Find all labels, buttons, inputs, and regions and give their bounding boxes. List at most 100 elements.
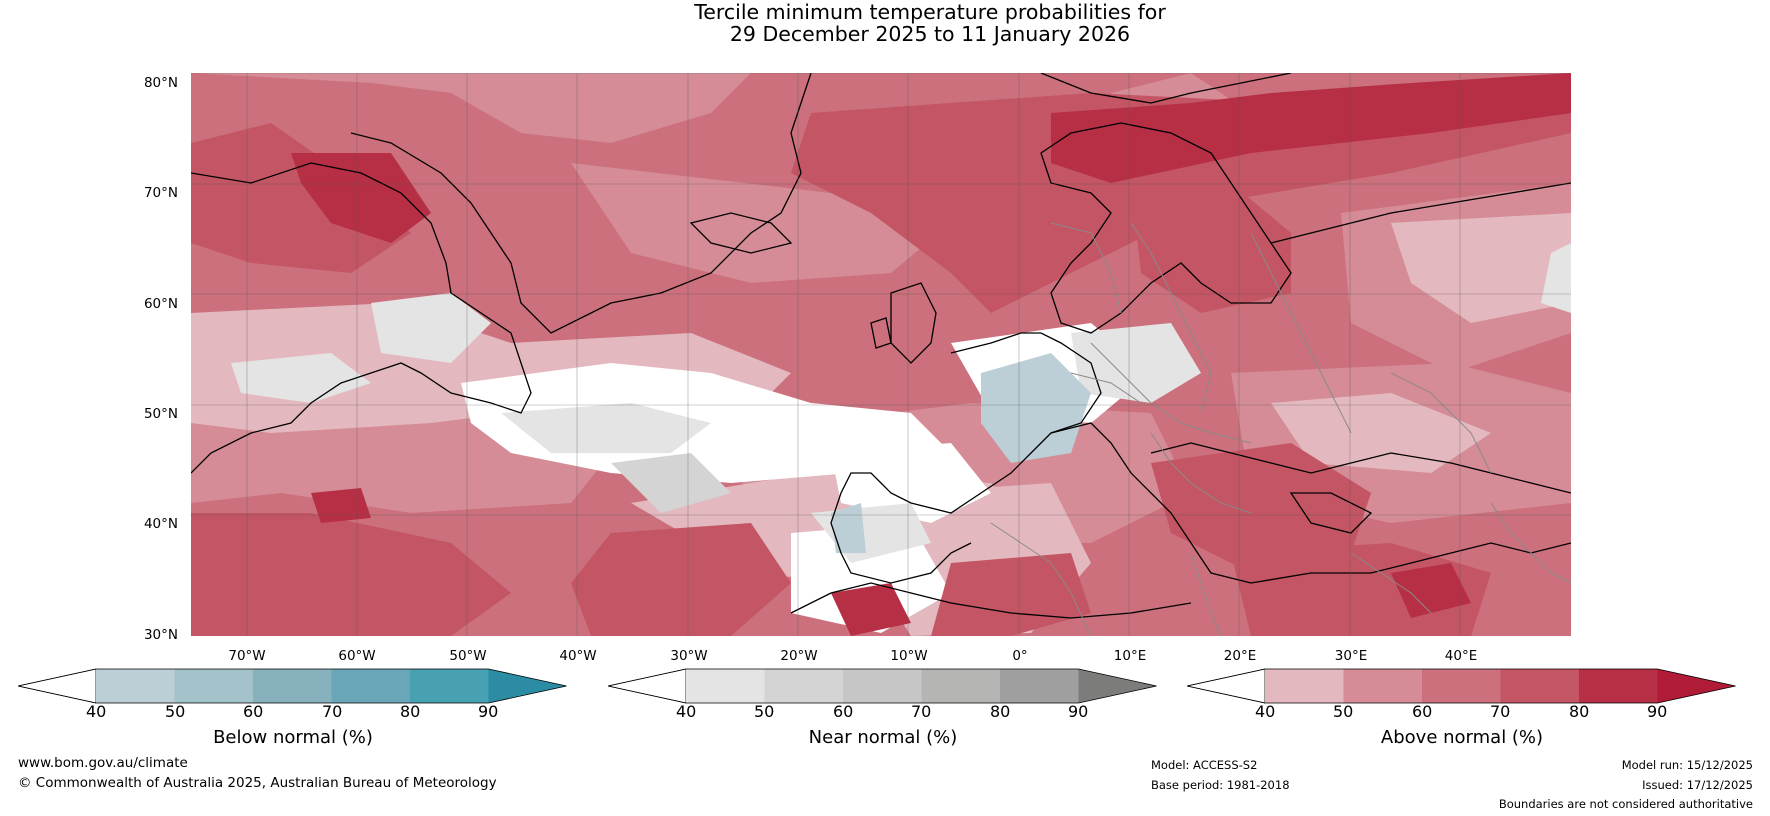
above-normal-80-90-zone xyxy=(831,583,911,636)
lon-label-60w: 60°W xyxy=(338,648,376,664)
lat-label-70n: 70°N xyxy=(143,185,178,201)
near-tick-40: 40 xyxy=(676,702,697,721)
lat-label-30n: 30°N xyxy=(143,627,178,643)
above-normal-80-90-zone xyxy=(311,488,371,523)
colorbar-segment xyxy=(253,669,332,703)
colorbar-upper-extend-arrow xyxy=(488,669,567,703)
above-normal-40-50-zone xyxy=(1391,213,1571,323)
above-tick-90: 90 xyxy=(1647,702,1668,721)
below-tick-40: 40 xyxy=(86,702,107,721)
below-normal-40-50-zone xyxy=(981,353,1091,463)
above-normal-50-60-zone xyxy=(191,73,751,143)
copyright-notice: © Commonwealth of Australia 2025, Austra… xyxy=(18,775,497,791)
above-normal-70-80-zone xyxy=(931,553,1091,636)
lat-label-50n: 50°N xyxy=(143,406,178,422)
lon-label-20w: 20°W xyxy=(780,648,818,664)
coastlines xyxy=(191,73,1571,619)
colorbar-segment xyxy=(331,669,410,703)
graticule xyxy=(191,73,1571,636)
colorbar-segment xyxy=(1343,669,1422,703)
colorbar-upper-extend-arrow xyxy=(1078,669,1157,703)
above-normal-70-80-zone xyxy=(191,123,411,273)
colorbar-segment xyxy=(96,669,175,703)
below-tick-70: 70 xyxy=(322,702,343,721)
lon-label-0: 0° xyxy=(1012,648,1028,664)
country-borders xyxy=(990,222,1571,636)
below-tick-50: 50 xyxy=(165,702,186,721)
colorbar-segment xyxy=(921,669,1000,703)
bom-website-link[interactable]: www.bom.gov.au/climate xyxy=(18,755,188,771)
colorbar-upper-extend-arrow xyxy=(1657,669,1736,703)
lat-label-80n: 80°N xyxy=(143,75,178,91)
colorbar-segment xyxy=(1422,669,1501,703)
colorbar-segment xyxy=(1579,669,1658,703)
near-normal-40-50-zone xyxy=(1071,323,1201,403)
colorbar-segment xyxy=(843,669,922,703)
colorbar-segment xyxy=(1500,669,1579,703)
above-normal-50-60-zone xyxy=(571,163,951,283)
base-period: Base period: 1981-2018 xyxy=(1151,778,1290,792)
model-name: Model: ACCESS-S2 xyxy=(1151,758,1258,772)
above-normal-80-90-zone xyxy=(291,153,431,243)
colorbar-outline xyxy=(608,668,1157,704)
lon-label-40w: 40°W xyxy=(559,648,597,664)
colorbar-segment xyxy=(410,669,489,703)
colorbar-segment xyxy=(686,669,765,703)
above-tick-50: 50 xyxy=(1333,702,1354,721)
above-tick-60: 60 xyxy=(1412,702,1433,721)
lon-label-70w: 70°W xyxy=(228,648,266,664)
colorbar-segment xyxy=(764,669,843,703)
near-tick-80: 80 xyxy=(990,702,1011,721)
near-normal-50-60-zone xyxy=(611,453,731,513)
above-tick-40: 40 xyxy=(1255,702,1276,721)
model-run-date: Model run: 15/12/2025 xyxy=(1621,758,1753,772)
colorbar-lower-extend-arrow xyxy=(18,668,97,704)
above-normal-80-90-zone xyxy=(1391,563,1471,618)
below-normal-40-50-zone xyxy=(831,503,866,553)
near-tick-90: 90 xyxy=(1068,702,1089,721)
above-normal-title: Above normal (%) xyxy=(1380,727,1544,748)
colorbar-lower-extend-arrow xyxy=(1187,668,1266,704)
no-dominant-category-zone xyxy=(831,443,991,523)
above-normal-40-50-zone xyxy=(1271,393,1491,473)
below-normal-title: Below normal (%) xyxy=(213,727,373,748)
near-normal-40-50-zone xyxy=(371,293,491,363)
tercile-probability-map xyxy=(191,73,1571,636)
near-normal-title: Near normal (%) xyxy=(808,727,958,748)
near-tick-50: 50 xyxy=(754,702,775,721)
below-tick-80: 80 xyxy=(400,702,421,721)
lon-label-50w: 50°W xyxy=(449,648,487,664)
near-tick-60: 60 xyxy=(833,702,854,721)
lon-label-10e: 10°E xyxy=(1113,648,1147,664)
near-normal-colorbar xyxy=(608,668,1157,704)
above-normal-70-80-zone xyxy=(1131,183,1291,313)
lon-label-30w: 30°W xyxy=(670,648,708,664)
below-normal-colorbar xyxy=(18,668,567,704)
lon-label-20e: 20°E xyxy=(1223,648,1257,664)
above-normal-70-80-zone xyxy=(191,513,511,636)
near-normal-40-50-zone xyxy=(231,353,371,403)
lat-label-40n: 40°N xyxy=(143,516,178,532)
above-normal-colorbar xyxy=(1187,668,1736,704)
above-normal-70-80-zone xyxy=(571,523,791,636)
above-normal-80-90-zone xyxy=(1051,73,1571,183)
near-normal-40-50-zone xyxy=(501,403,711,453)
colorbar-segment xyxy=(174,669,253,703)
lat-label-60n: 60°N xyxy=(143,296,178,312)
colorbar-lower-extend-arrow xyxy=(608,668,687,704)
issued-date: Issued: 17/12/2025 xyxy=(1642,778,1753,792)
above-tick-70: 70 xyxy=(1490,702,1511,721)
map-title-line2: 29 December 2025 to 11 January 2026 xyxy=(729,22,1131,46)
lon-label-40e: 40°E xyxy=(1444,648,1478,664)
lon-label-10w: 10°W xyxy=(890,648,928,664)
lon-label-30e: 30°E xyxy=(1334,648,1368,664)
boundaries-disclaimer: Boundaries are not considered authoritat… xyxy=(1498,797,1753,811)
colorbar-segment xyxy=(1265,669,1344,703)
colorbar-segment xyxy=(1000,669,1079,703)
below-tick-90: 90 xyxy=(478,702,499,721)
near-normal-40-50-zone xyxy=(1541,243,1571,313)
map-title-line1: Tercile minimum temperature probabilitie… xyxy=(694,0,1166,24)
near-tick-70: 70 xyxy=(911,702,932,721)
above-normal-70-80-zone xyxy=(1151,443,1371,573)
colorbar-outline xyxy=(1187,668,1736,704)
